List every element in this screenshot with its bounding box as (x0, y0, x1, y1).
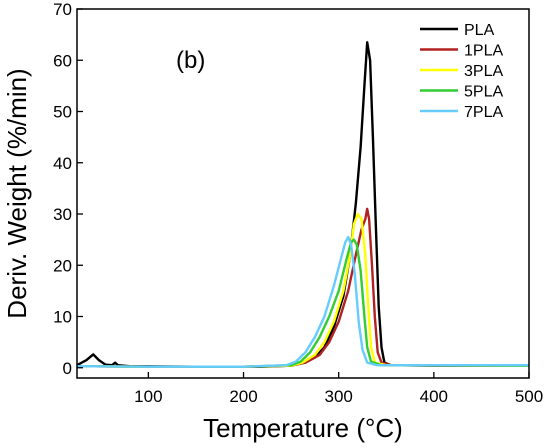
x-tick-label: 200 (229, 387, 257, 406)
x-tick-label: 300 (324, 387, 352, 406)
y-tick-label: 0 (63, 359, 72, 378)
legend: PLA 1PLA 3PLA 5PLA 7PLA (420, 22, 503, 121)
x-tick-label: 500 (515, 387, 543, 406)
series-line-3pla (76, 212, 530, 368)
x-tick-label: 100 (134, 387, 162, 406)
plot-frame (76, 8, 530, 379)
series-line-7pla (76, 235, 529, 368)
y-axis-label: Deriv. Weight (%/min) (2, 68, 32, 318)
y-tick-label: 60 (53, 51, 72, 70)
x-axis-label: Temperature (°C) (203, 413, 403, 443)
y-tick-label: 70 (53, 0, 72, 19)
series-line-5pla (76, 238, 530, 368)
axes-layer: 100 200 300 400 500 0 10 20 30 40 50 60 70 (53, 0, 543, 406)
legend-label: 3PLA (464, 63, 503, 80)
x-tick-label: 400 (420, 387, 448, 406)
y-tick-label: 30 (53, 205, 72, 224)
series-layer (76, 41, 530, 368)
y-tick-label: 50 (53, 103, 72, 122)
series-line-1pla (76, 207, 530, 368)
y-tick-label: 40 (53, 154, 72, 173)
panel-annotation: (b) (176, 47, 205, 74)
legend-label: 7PLA (464, 104, 503, 121)
legend-label: 5PLA (464, 84, 503, 101)
legend-label: 1PLA (464, 43, 503, 60)
legend-label: PLA (464, 22, 495, 39)
y-tick-label: 10 (53, 308, 72, 327)
y-tick-label: 20 (53, 256, 72, 275)
series-line-pla (76, 41, 529, 368)
